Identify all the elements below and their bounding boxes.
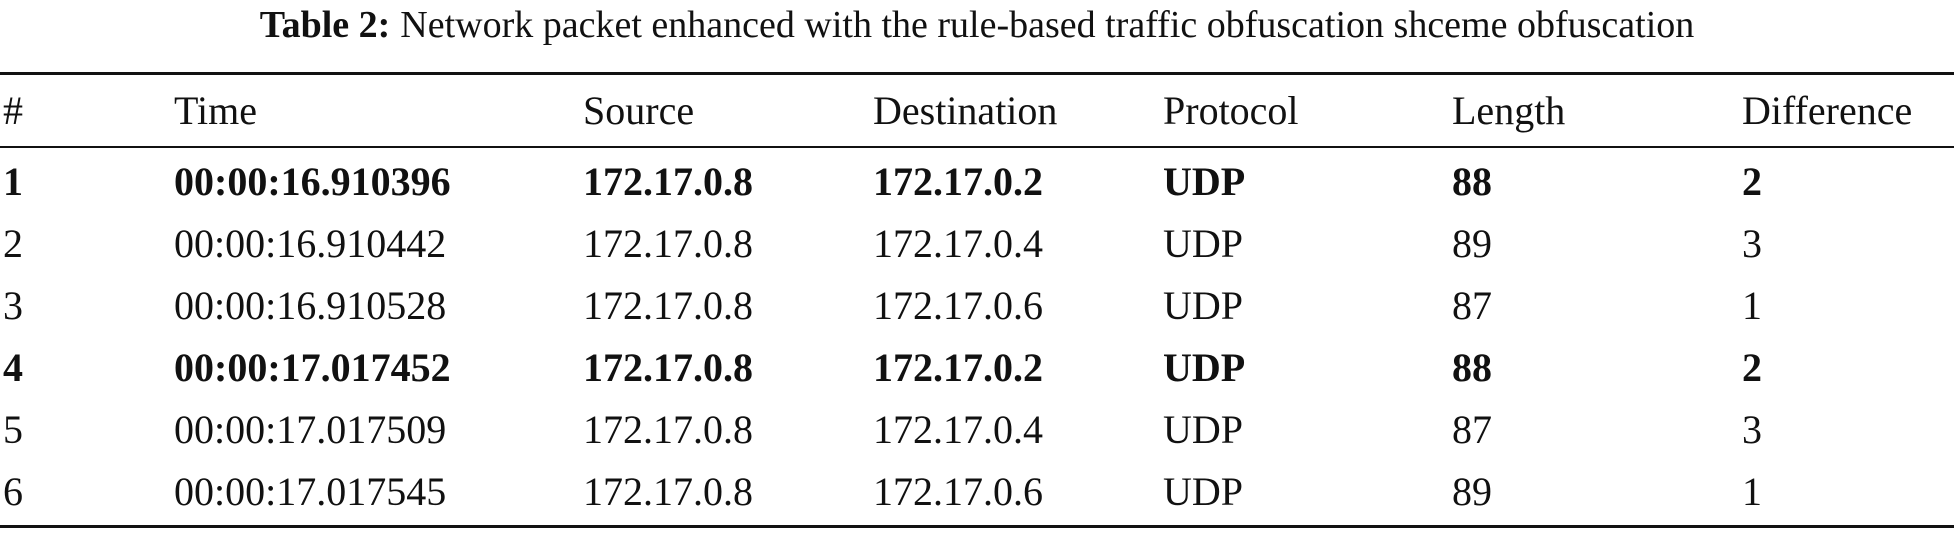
header-length: Length bbox=[1452, 88, 1566, 133]
table-row: 6 00:00:17.017545 172.17.0.8 172.17.0.6 UDP 8… bbox=[0, 462, 1954, 522]
table-top-rule bbox=[0, 72, 1954, 75]
table-header-rule bbox=[0, 146, 1954, 148]
row-destination: 172.17.0.2 bbox=[873, 345, 1043, 390]
row-length: 89 bbox=[1452, 221, 1492, 266]
row-number: 2 bbox=[3, 221, 23, 266]
row-difference: 2 bbox=[1742, 345, 1762, 390]
row-time: 00:00:16.910396 bbox=[174, 159, 451, 204]
row-difference: 1 bbox=[1742, 469, 1762, 514]
row-protocol: UDP bbox=[1163, 345, 1246, 390]
row-protocol: UDP bbox=[1163, 407, 1244, 452]
row-difference: 3 bbox=[1742, 221, 1762, 266]
header-difference: Difference bbox=[1742, 88, 1913, 133]
row-time: 00:00:17.017509 bbox=[174, 407, 447, 452]
row-source: 172.17.0.8 bbox=[583, 221, 753, 266]
row-destination: 172.17.0.4 bbox=[873, 407, 1043, 452]
header-destination: Destination bbox=[873, 88, 1058, 133]
row-number: 5 bbox=[3, 407, 23, 452]
row-difference: 2 bbox=[1742, 159, 1762, 204]
table-row: 4 00:00:17.017452 172.17.0.8 172.17.0.2 UDP 8… bbox=[0, 338, 1954, 398]
row-source: 172.17.0.8 bbox=[583, 159, 753, 204]
header-time: Time bbox=[174, 88, 258, 133]
table-row: 1 00:00:16.910396 172.17.0.8 172.17.0.2 UDP 8… bbox=[0, 152, 1954, 212]
header-source: Source bbox=[583, 88, 695, 133]
row-destination: 172.17.0.4 bbox=[873, 221, 1043, 266]
row-time: 00:00:16.910528 bbox=[174, 283, 447, 328]
table-header-row: # Time Source Destination Protocol Lengt… bbox=[0, 81, 1954, 141]
table-bottom-rule bbox=[0, 525, 1954, 528]
row-length: 89 bbox=[1452, 469, 1492, 514]
row-length: 88 bbox=[1452, 345, 1492, 390]
table-row: 2 00:00:16.910442 172.17.0.8 172.17.0.4 UDP 8… bbox=[0, 214, 1954, 274]
row-time: 00:00:16.910442 bbox=[174, 221, 447, 266]
table-caption: Table 2: Network packet enhanced with the… bbox=[0, 0, 1954, 60]
row-protocol: UDP bbox=[1163, 283, 1244, 328]
row-source: 172.17.0.8 bbox=[583, 469, 753, 514]
header-protocol: Protocol bbox=[1163, 88, 1299, 133]
row-number: 6 bbox=[3, 469, 23, 514]
row-length: 87 bbox=[1452, 407, 1492, 452]
table-caption-text: Network packet enhanced with the rule-ba… bbox=[400, 4, 1695, 46]
row-number: 1 bbox=[3, 159, 23, 204]
row-protocol: UDP bbox=[1163, 469, 1244, 514]
row-length: 87 bbox=[1452, 283, 1492, 328]
row-time: 00:00:17.017452 bbox=[174, 345, 451, 390]
table-row: 3 00:00:16.910528 172.17.0.8 172.17.0.6 UDP 8… bbox=[0, 276, 1954, 336]
row-destination: 172.17.0.2 bbox=[873, 159, 1043, 204]
row-difference: 3 bbox=[1742, 407, 1762, 452]
row-difference: 1 bbox=[1742, 283, 1762, 328]
header-number: # bbox=[3, 88, 23, 133]
row-number: 4 bbox=[3, 345, 23, 390]
table-row: 5 00:00:17.017509 172.17.0.8 172.17.0.4 UDP 8… bbox=[0, 400, 1954, 460]
row-number: 3 bbox=[3, 283, 23, 328]
row-source: 172.17.0.8 bbox=[583, 283, 753, 328]
row-length: 88 bbox=[1452, 159, 1492, 204]
row-time: 00:00:17.017545 bbox=[174, 469, 447, 514]
table-caption-label: Table 2: bbox=[259, 4, 391, 46]
row-destination: 172.17.0.6 bbox=[873, 469, 1043, 514]
row-destination: 172.17.0.6 bbox=[873, 283, 1043, 328]
row-protocol: UDP bbox=[1163, 159, 1246, 204]
row-source: 172.17.0.8 bbox=[583, 345, 753, 390]
row-protocol: UDP bbox=[1163, 221, 1244, 266]
row-source: 172.17.0.8 bbox=[583, 407, 753, 452]
